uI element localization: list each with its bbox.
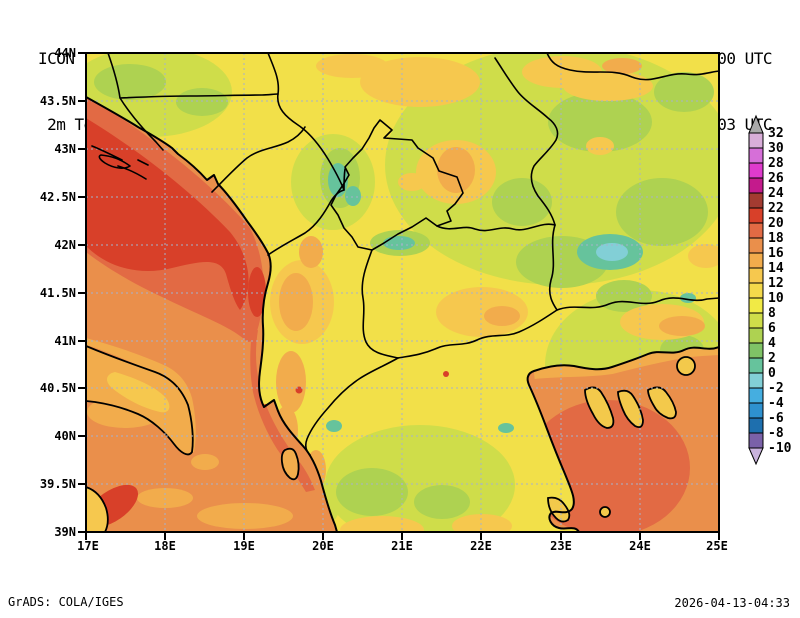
border-macedonia-bulgaria (548, 224, 558, 311)
border-drina-serbia (267, 53, 346, 191)
y-tick-label: 42.5N (40, 190, 76, 204)
colorbar-segment (748, 312, 764, 329)
chalkidiki-and-islands (547, 356, 696, 523)
colorbar-segment (748, 192, 764, 209)
patch-teal-core (596, 243, 628, 261)
colorbar-arrow-top (748, 114, 764, 134)
colorbar-label: -10 (768, 441, 792, 456)
y-tick-label: 39.5N (40, 477, 76, 491)
colorbar-label: 20 (768, 216, 784, 231)
colorbar-label: 28 (768, 156, 784, 171)
colorbar-label: 8 (768, 306, 776, 321)
colorbar-segment (748, 402, 764, 419)
y-tick-label: 41N (54, 334, 76, 348)
x-axis-labels: 17E 18E 19E 20E 21E 22E 23E 24E 25E (77, 539, 728, 553)
colorbar-label: 12 (768, 276, 784, 291)
colorbar-arrow-bottom (748, 447, 764, 466)
colorbar-segment (748, 282, 764, 299)
colorbar-segment (748, 372, 764, 389)
calabria-corner (86, 486, 109, 532)
sea-west-shading (86, 97, 315, 529)
colorbar-segment (748, 417, 764, 434)
border-serbia-bulgaria (494, 57, 559, 226)
colorbar-label: 6 (768, 321, 776, 336)
colorbar-segment (748, 432, 764, 449)
x-tick-label: 19E (233, 539, 255, 553)
colorbar: 32 30 28 26 24 22 20 18 16 14 12 10 8 6 … (748, 114, 792, 466)
x-tick-label: 25E (706, 539, 728, 553)
colorbar-segment (748, 177, 764, 194)
land-over-sea (86, 345, 696, 532)
coastlines (86, 96, 719, 532)
y-tick-label: 42N (54, 238, 76, 252)
colorbar-label: 32 (768, 126, 784, 141)
colorbar-segment (748, 132, 764, 149)
colorbar-segment (748, 162, 764, 179)
colorbar-segment (748, 387, 764, 404)
colorbar-label: 26 (768, 171, 784, 186)
y-tick-label: 40.5N (40, 381, 76, 395)
colorbar-label: -8 (768, 426, 784, 441)
colorbar-segment (748, 237, 764, 254)
colorbar-label: 30 (768, 141, 784, 156)
creation-timestamp: 2026-04-13-04:33 (674, 596, 790, 610)
border-kosovo (330, 119, 464, 251)
apulia-warm-core (106, 372, 170, 413)
corfu-island (280, 447, 300, 481)
colorbar-label: 22 (768, 201, 784, 216)
colorbar-segments (748, 132, 764, 449)
colorbar-segment (748, 297, 764, 314)
colorbar-segment (748, 252, 764, 269)
colorbar-segment (748, 342, 764, 359)
colorbar-label: -4 (768, 396, 784, 411)
colorbar-label: -2 (768, 381, 784, 396)
grads-credit: GrADS: COLA/IGES (8, 595, 124, 609)
map-plot-area (86, 53, 719, 532)
country-borders (107, 53, 719, 456)
x-tick-label: 20E (312, 539, 334, 553)
colorbar-segment (748, 207, 764, 224)
sea-adriatic-ionian (86, 97, 337, 532)
colorbar-label: 10 (768, 291, 784, 306)
border-croatia-bosnia (107, 53, 279, 151)
x-tick-label: 18E (154, 539, 176, 553)
border-danube (546, 53, 719, 81)
border-bosnia-montenegro (211, 126, 306, 193)
axis-ticks (78, 52, 720, 540)
x-tick-label: 21E (391, 539, 413, 553)
y-tick-label: 40N (54, 429, 76, 443)
colorbar-label: 14 (768, 261, 784, 276)
border-albania-macedonia (361, 249, 399, 359)
colorbar-label: 16 (768, 246, 784, 261)
colorbar-label: 2 (768, 351, 776, 366)
colorbar-label: -6 (768, 411, 784, 426)
colorbar-segment (748, 222, 764, 239)
colorbar-labels: 32 30 28 26 24 22 20 18 16 14 12 10 8 6 … (768, 126, 792, 456)
border-greece-bulgaria (556, 297, 719, 311)
y-tick-label: 44N (54, 46, 76, 60)
y-tick-label: 39N (54, 525, 76, 539)
colorbar-label: 24 (768, 186, 784, 201)
colorbar-segment (748, 327, 764, 344)
colorbar-segment (748, 147, 764, 164)
colorbar-label: 4 (768, 336, 776, 351)
border-greece-macedonia (397, 309, 558, 359)
border-greece-albania (304, 357, 399, 456)
colorbar-segment (748, 357, 764, 374)
y-axis-labels: 44N 43.5N 43N 42.5N 42N 41.5N 41N 40.5N … (40, 46, 76, 539)
x-tick-label: 23E (550, 539, 572, 553)
y-tick-label: 41.5N (40, 286, 76, 300)
x-tick-label: 22E (470, 539, 492, 553)
colorbar-segment (748, 267, 764, 284)
colorbar-label: 18 (768, 231, 784, 246)
lat-lon-grid (86, 53, 719, 532)
y-tick-label: 43N (54, 142, 76, 156)
x-tick-label: 17E (77, 539, 99, 553)
border-serbia-macedonia (436, 223, 556, 232)
colorbar-label: 0 (768, 366, 776, 381)
y-tick-label: 43.5N (40, 94, 76, 108)
x-tick-label: 24E (629, 539, 651, 553)
